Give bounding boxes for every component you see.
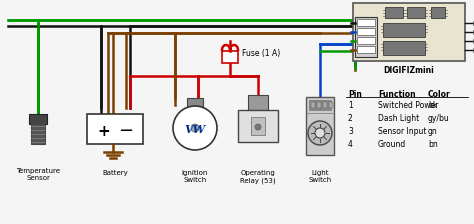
Text: VW: VW — [184, 123, 206, 134]
Circle shape — [191, 124, 199, 132]
Circle shape — [255, 124, 261, 130]
Text: Sensor Input: Sensor Input — [378, 127, 427, 136]
Circle shape — [308, 121, 332, 145]
Text: +: + — [98, 123, 110, 138]
Bar — [222, 51, 238, 63]
Text: bn: bn — [428, 140, 438, 149]
Bar — [353, 3, 465, 61]
Bar — [31, 124, 45, 144]
Text: Function: Function — [378, 90, 416, 99]
Bar — [248, 95, 268, 110]
Text: Temperature
Sensor: Temperature Sensor — [16, 168, 60, 181]
Bar — [383, 41, 425, 55]
Bar — [29, 114, 47, 124]
Bar — [407, 7, 425, 18]
Bar — [357, 28, 375, 35]
Text: Ground: Ground — [378, 140, 406, 149]
Bar — [311, 102, 315, 108]
Text: Pin: Pin — [348, 90, 362, 99]
Bar — [306, 97, 334, 155]
Text: gn: gn — [428, 127, 438, 136]
Text: 3: 3 — [348, 127, 353, 136]
Bar — [431, 7, 445, 18]
Text: 1: 1 — [348, 101, 353, 110]
Text: −: − — [118, 122, 134, 140]
Text: DIGIFIZmini: DIGIFIZmini — [383, 66, 434, 75]
Text: Fuse (1 A): Fuse (1 A) — [242, 49, 280, 58]
Text: Operating
Relay (53): Operating Relay (53) — [240, 170, 276, 183]
Bar — [357, 46, 375, 53]
Bar — [317, 102, 321, 108]
Bar — [238, 110, 278, 142]
Text: Battery: Battery — [102, 170, 128, 176]
Bar — [357, 19, 375, 26]
Bar — [385, 7, 403, 18]
Bar — [251, 117, 265, 135]
Text: Ignition
Switch: Ignition Switch — [182, 170, 208, 183]
Bar — [357, 37, 375, 44]
Text: 4: 4 — [348, 140, 353, 149]
Bar — [187, 98, 203, 113]
Bar — [355, 17, 377, 57]
Text: 2: 2 — [348, 114, 353, 123]
Bar — [383, 23, 425, 37]
Text: Dash Light: Dash Light — [378, 114, 419, 123]
Text: bk: bk — [428, 101, 438, 110]
Bar — [329, 102, 333, 108]
Text: Switched Power: Switched Power — [378, 101, 438, 110]
Bar — [87, 114, 143, 144]
Bar — [309, 100, 331, 110]
Circle shape — [315, 128, 325, 138]
Text: Light
Switch: Light Switch — [309, 170, 332, 183]
Circle shape — [173, 106, 217, 150]
Text: gy/bu: gy/bu — [428, 114, 450, 123]
Text: Color: Color — [428, 90, 451, 99]
Bar — [323, 102, 327, 108]
